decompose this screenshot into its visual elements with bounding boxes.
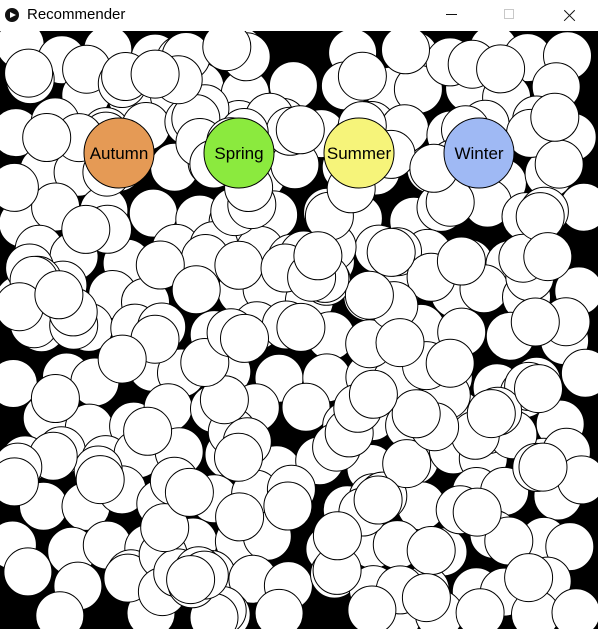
category-circle[interactable] <box>203 117 275 189</box>
item-bubble[interactable] <box>504 553 554 603</box>
item-bubble[interactable] <box>140 503 190 553</box>
item-bubble[interactable] <box>560 348 598 398</box>
item-bubble[interactable] <box>254 588 304 629</box>
item-bubble[interactable] <box>293 231 343 281</box>
item-bubble[interactable] <box>466 389 516 439</box>
item-bubble[interactable] <box>348 369 398 419</box>
category-circle[interactable] <box>323 117 395 189</box>
item-bubble[interactable] <box>263 481 313 531</box>
item-bubble[interactable] <box>22 113 72 162</box>
item-bubble[interactable] <box>523 232 573 282</box>
item-bubble[interactable] <box>214 432 263 482</box>
category-label: Autumn <box>90 144 149 163</box>
item-bubble[interactable] <box>337 51 387 101</box>
item-bubble[interactable] <box>276 302 326 352</box>
item-bubble[interactable] <box>510 297 560 347</box>
item-bubble[interactable] <box>275 105 325 155</box>
item-bubble[interactable] <box>534 139 584 189</box>
item-bubble[interactable] <box>0 457 39 507</box>
bubble-canvas[interactable]: Autumn Spring Summer Winter <box>0 31 598 629</box>
item-bubble[interactable] <box>476 44 526 94</box>
minimize-icon[interactable] <box>429 0 475 31</box>
title-bar[interactable]: Recommender <box>0 0 598 31</box>
category-bubble-spring[interactable]: Spring <box>203 117 275 189</box>
item-bubble[interactable] <box>375 318 425 368</box>
item-bubble[interactable] <box>220 313 269 363</box>
item-bubble[interactable] <box>347 585 397 629</box>
item-bubble[interactable] <box>344 270 394 320</box>
item-bubble[interactable] <box>381 31 430 75</box>
item-bubble[interactable] <box>214 240 264 290</box>
item-bubble[interactable] <box>135 240 185 290</box>
close-icon[interactable] <box>546 0 592 31</box>
item-bubble[interactable] <box>391 389 441 439</box>
category-label: Spring <box>214 144 263 163</box>
item-bubble[interactable] <box>97 334 147 384</box>
item-bubble[interactable] <box>30 374 80 423</box>
category-bubble-winter[interactable]: Winter <box>443 117 515 189</box>
item-bubble[interactable] <box>551 588 598 629</box>
item-bubble[interactable] <box>130 49 180 99</box>
item-bubble[interactable] <box>436 236 486 286</box>
item-bubble[interactable] <box>281 382 331 432</box>
item-bubble[interactable] <box>34 270 84 320</box>
item-bubble[interactable] <box>171 265 221 315</box>
item-bubble[interactable] <box>312 511 362 561</box>
item-bubble[interactable] <box>425 338 475 388</box>
category-label: Summer <box>327 144 392 163</box>
item-bubble[interactable] <box>382 439 432 489</box>
item-bubble[interactable] <box>530 92 580 142</box>
item-bubble[interactable] <box>518 442 568 492</box>
item-bubble[interactable] <box>406 526 456 575</box>
item-bubble[interactable] <box>61 204 111 254</box>
play-icon <box>5 8 19 22</box>
category-bubble-autumn[interactable]: Autumn <box>83 117 155 189</box>
item-bubble[interactable] <box>215 492 265 542</box>
item-bubble[interactable] <box>35 591 85 629</box>
item-bubble[interactable] <box>202 31 252 72</box>
item-bubble[interactable] <box>401 573 451 623</box>
item-bubble[interactable] <box>366 227 416 277</box>
window-title: Recommender <box>27 6 126 23</box>
bubble-field[interactable]: Autumn Spring Summer Winter <box>0 31 598 629</box>
item-bubble[interactable] <box>353 475 403 525</box>
item-bubble[interactable] <box>452 487 502 537</box>
item-bubble[interactable] <box>123 406 173 456</box>
maximize-icon[interactable] <box>487 0 533 31</box>
category-circle[interactable] <box>443 117 515 189</box>
category-label: Winter <box>454 144 503 163</box>
item-bubble[interactable] <box>514 364 563 414</box>
item-bubble[interactable] <box>0 162 39 212</box>
item-bubble[interactable] <box>455 588 505 629</box>
category-circle[interactable] <box>83 117 155 189</box>
item-bubble[interactable] <box>4 48 54 98</box>
item-bubble[interactable] <box>166 555 216 605</box>
item-bubble[interactable] <box>545 522 595 572</box>
item-bubble[interactable] <box>3 547 53 597</box>
item-bubble[interactable] <box>164 467 214 517</box>
category-bubble-summer[interactable]: Summer <box>323 117 395 189</box>
item-bubble[interactable] <box>75 455 125 505</box>
